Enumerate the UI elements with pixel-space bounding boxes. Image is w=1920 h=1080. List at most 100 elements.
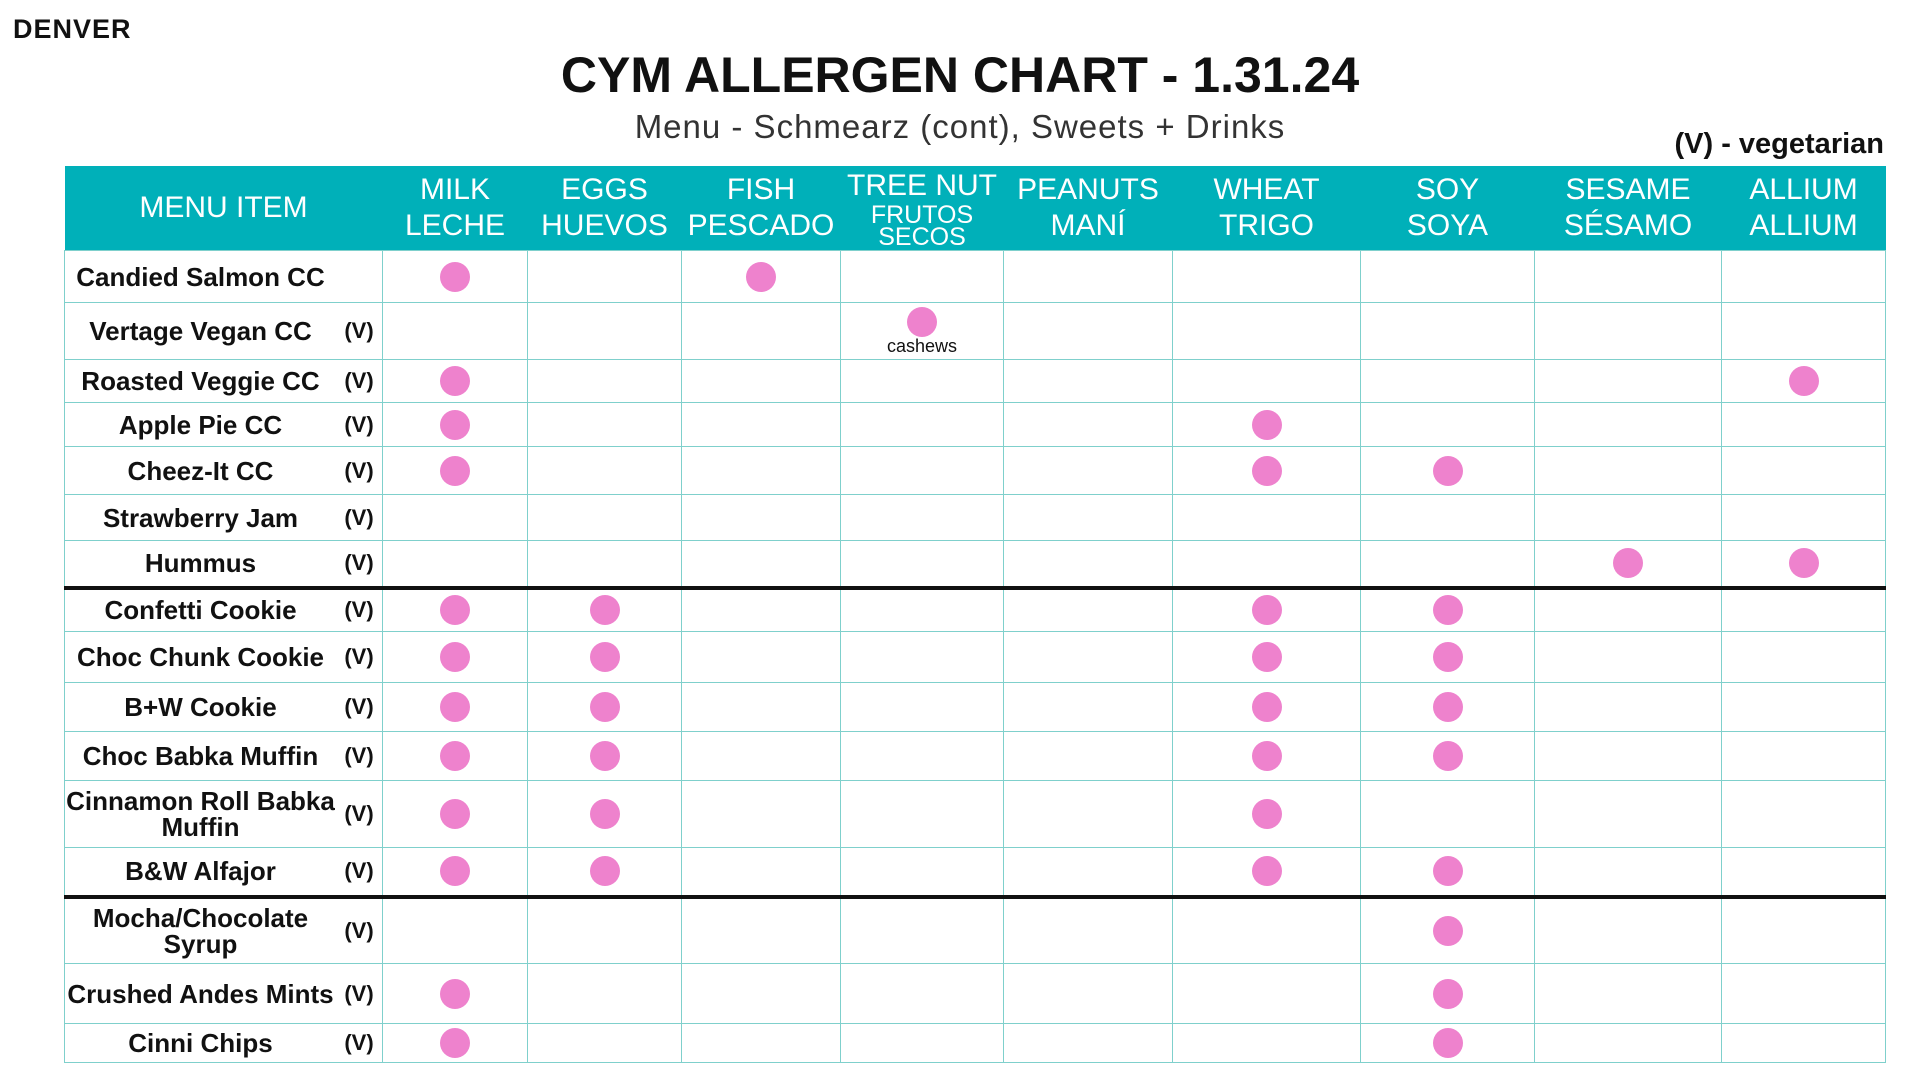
column-header: EGGS HUEVOS (527, 166, 682, 251)
allergen-dot (1788, 548, 1819, 579)
allergen-cell (1003, 359, 1173, 403)
allergen-cell (1360, 540, 1535, 588)
allergen-cell (1172, 585, 1361, 632)
allergen-cell (1534, 302, 1722, 360)
column-header: PEANUTS MANÍ (1003, 166, 1173, 251)
column-label: HUEVOS (541, 209, 668, 242)
allergen-cell (840, 847, 1004, 897)
allergen-cell (382, 494, 528, 541)
allergen-cell (1360, 963, 1535, 1024)
allergen-cell (1172, 682, 1361, 732)
item-wrap: Roasted Veggie CC (V) (65, 368, 382, 394)
allergen-dot (440, 409, 470, 440)
item-wrap: Vertage Vegan CC (V) (65, 318, 382, 344)
allergen-cell (1172, 446, 1361, 495)
veg-mark: (V) (344, 550, 374, 576)
column-label: WHEAT (1213, 173, 1320, 206)
column-label: FISH (726, 173, 796, 206)
allergen-cell (1003, 302, 1173, 360)
column-label: ALLIUM (1749, 173, 1858, 206)
item-name: B&W Alfajor (125, 856, 276, 887)
allergen-cell (1172, 847, 1361, 897)
row: Vertage Vegan CC (V) cashews (64, 302, 1886, 360)
allergen-cell (1172, 780, 1361, 848)
item-cell: Vertage Vegan CC (V) (64, 302, 383, 360)
allergen-cell (1721, 446, 1886, 495)
item-name: Crushed Andes Mints (67, 978, 334, 1009)
item-wrap: Strawberry Jam (V) (65, 505, 382, 531)
allergen-cell (382, 847, 528, 897)
allergen-cell (840, 494, 1004, 541)
allergen-cell (1534, 682, 1722, 732)
allergen-dot (1432, 595, 1463, 626)
subtitle: Menu - Schmearz (cont), Sweets + Drinks (634, 108, 1286, 145)
allergen-dot (440, 978, 470, 1009)
allergen-dot (746, 261, 776, 292)
allergen-cell (1172, 359, 1361, 403)
allergen-cell (382, 250, 528, 303)
allergen-cell (681, 494, 841, 541)
column-label: SESAME (1565, 173, 1691, 206)
allergen-cell (1534, 731, 1722, 781)
allergen-cell (527, 302, 682, 360)
allergen-cell (1534, 359, 1722, 403)
allergen-cell (527, 1023, 682, 1063)
allergen-cell (1721, 894, 1886, 964)
allergen-cell (681, 731, 841, 781)
allergen-cell (1003, 682, 1173, 732)
item-wrap: Choc Chunk Cookie (V) (65, 644, 382, 670)
allergen-cell (1721, 682, 1886, 732)
allergen-cell (840, 682, 1004, 732)
allergen-cell (681, 780, 841, 848)
row: Crushed Andes Mints (V) (64, 963, 1886, 1024)
allergen-cell (1360, 894, 1535, 964)
allergen-cell (527, 446, 682, 495)
allergen-dot (440, 595, 470, 626)
allergen-cell (1534, 1023, 1722, 1063)
allergen-cell (1172, 894, 1361, 964)
column-label: ALLIUM (1749, 209, 1858, 242)
allergen-dot (440, 1028, 470, 1058)
allergen-cell (681, 402, 841, 447)
item-header: MENU ITEM (64, 166, 383, 251)
item-cell: Crushed Andes Mints (V) (64, 963, 383, 1024)
item-cell: Cinnamon Roll Babka Muffin (V) (64, 780, 383, 848)
item-cell: Cinni Chips (V) (64, 1023, 383, 1063)
allergen-cell (840, 780, 1004, 848)
allergen-dot (1788, 366, 1819, 396)
allergen-cell (1172, 731, 1361, 781)
allergen-cell (1003, 1023, 1173, 1063)
item-cell: Cheez-It CC (V) (64, 446, 383, 495)
item-name: Choc Babka Muffin (82, 741, 319, 771)
allergen-dot (1432, 978, 1463, 1009)
allergen-cell (681, 540, 841, 588)
item-cell: Apple Pie CC (V) (64, 402, 383, 447)
allergen-cell (1003, 894, 1173, 964)
allergen-cell (527, 250, 682, 303)
item-wrap: Confetti Cookie (V) (65, 597, 382, 623)
allergen-dot (440, 455, 470, 486)
allergen-cell (1721, 963, 1886, 1024)
allergen-cell (840, 446, 1004, 495)
allergen-cell (1360, 780, 1535, 848)
allergen-cell (1721, 731, 1886, 781)
location: DENVER (13, 14, 132, 44)
veg-mark: (V) (344, 1030, 374, 1055)
allergen-cell (1360, 847, 1535, 897)
allergen-dot (589, 799, 620, 829)
allergen-cell (681, 585, 841, 632)
veg-mark: (V) (344, 368, 374, 393)
item-cell: Candied Salmon CC (64, 250, 383, 303)
allergen-dot (1613, 548, 1643, 579)
allergen-cell (382, 963, 528, 1024)
row: Cheez-It CC (V) (64, 446, 1886, 495)
allergen-cell (1721, 302, 1886, 360)
allergen-cell (840, 963, 1004, 1024)
allergen-cell (1534, 780, 1722, 848)
allergen-cell (1003, 494, 1173, 541)
column-label: SÉSAMO (1563, 209, 1693, 242)
item-wrap: B&W Alfajor (V) (65, 858, 382, 884)
allergen-cell (1003, 402, 1173, 447)
allergen-dot (1251, 692, 1282, 722)
